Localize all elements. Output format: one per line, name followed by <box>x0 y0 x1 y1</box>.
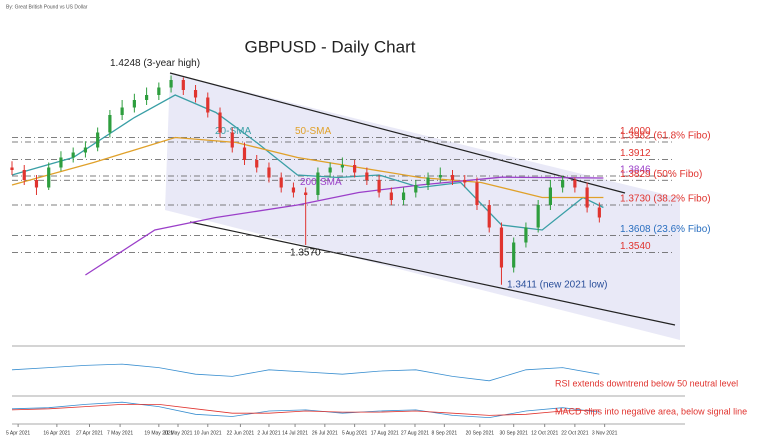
candle-body <box>487 205 491 228</box>
candle-body <box>475 182 479 205</box>
candle-body <box>365 172 369 180</box>
candle-body <box>145 95 149 100</box>
candle-body <box>83 147 88 153</box>
candle-body <box>573 180 577 188</box>
level-label: 1.4000 <box>620 126 651 137</box>
candle-body <box>157 87 161 95</box>
candle-body <box>438 175 442 178</box>
x-tick-label: 27 Apr 2021 <box>76 430 103 436</box>
candle-body <box>96 132 100 148</box>
series-line <box>85 176 604 276</box>
level-label: 1.3608 (23.6% Fibo) <box>620 224 711 235</box>
candle-body <box>548 187 552 205</box>
candle-body <box>255 160 259 168</box>
candle-body <box>463 180 467 183</box>
source: By: Great British Pound vs US Dollar <box>6 4 88 10</box>
candle-body <box>414 185 418 193</box>
series-label: 20-SMA <box>215 126 251 137</box>
candle-body <box>450 175 455 180</box>
series-label: 50-SMA <box>295 126 331 137</box>
candle-body <box>47 167 51 188</box>
candle-body <box>389 192 393 200</box>
candle-body <box>242 147 247 160</box>
channel-top <box>169 72 626 194</box>
candle-body <box>304 192 308 195</box>
candle-body <box>499 227 504 268</box>
x-tick-label: 22 Oct 2021 <box>561 430 588 436</box>
series-line <box>11 404 600 416</box>
candle-body <box>279 177 283 188</box>
candle-body <box>585 187 589 208</box>
panel-annotation: RSI extends downtrend below 50 neutral l… <box>555 378 738 388</box>
x-tick-label: 5 Aug 2021 <box>342 430 368 436</box>
candle-body <box>512 242 516 268</box>
x-tick-label: 14 Jul 2021 <box>282 430 308 436</box>
x-tick-label: 12 Oct 2021 <box>531 430 558 436</box>
x-tick-label: 7 May 2021 <box>107 430 133 436</box>
candle-body <box>524 227 528 243</box>
candle-body <box>328 167 332 173</box>
annotation: 1.4248 (3-year high) <box>110 58 200 69</box>
x-tick-label: 20 Sep 2021 <box>466 430 495 436</box>
candle-body <box>59 157 63 168</box>
candle-body <box>71 152 75 158</box>
x-tick-label: 16 Apr 2021 <box>43 430 70 436</box>
candle-body <box>108 115 112 133</box>
x-tick-label: 10 Jun 2021 <box>194 430 222 436</box>
chart-title: GBPUSD - Daily Chart <box>245 37 416 56</box>
x-tick-label: 30 Sep 2021 <box>500 430 529 436</box>
candle-body <box>316 172 320 195</box>
panel-annotation: MACD slips into negative area, below sig… <box>555 406 747 416</box>
x-tick-label: 26 Jul 2021 <box>312 430 338 436</box>
candle-body <box>181 80 185 90</box>
x-tick-label: 2 Jul 2021 <box>257 430 280 436</box>
level-label: 1.3912 <box>620 148 651 159</box>
x-tick-label: 17 Aug 2021 <box>371 430 399 436</box>
candle-body <box>267 167 271 178</box>
x-tick-label: 8 Sep 2021 <box>432 430 458 436</box>
level-label: 1.3829 (50% Fibo) <box>620 169 702 180</box>
candle-body <box>10 167 14 170</box>
level-label: 1.3982 (61.8% Fibo) <box>620 131 711 142</box>
x-tick-label: 5 Apr 2021 <box>6 430 30 436</box>
level-label: 1.3730 (38.2% Fibo) <box>620 194 711 205</box>
x-tick-label: 19 May 2021 <box>144 430 173 436</box>
candle-body <box>426 177 430 185</box>
x-tick-label: 27 Aug 2021 <box>401 430 429 436</box>
annotation: 1.3570 <box>290 248 321 259</box>
candle-body <box>536 205 540 228</box>
candle-body <box>169 80 173 88</box>
x-tick-label: 22 Jun 2021 <box>227 430 255 436</box>
candle-body <box>218 112 222 133</box>
candle-body <box>353 165 357 173</box>
candle-body <box>230 132 234 148</box>
annotation: 1.3411 (new 2021 low) <box>507 279 607 290</box>
candle-body <box>340 165 344 168</box>
candle-body <box>120 107 124 115</box>
series-label: 200-SMA <box>300 177 342 188</box>
candle-body <box>597 207 601 218</box>
series-line <box>11 136 604 199</box>
candle-body <box>132 100 136 108</box>
candle-body <box>561 180 565 188</box>
candle-body <box>34 180 39 188</box>
candle-body <box>193 90 198 98</box>
level-label: 1.3846 <box>620 165 651 176</box>
candle-body <box>291 187 296 193</box>
channel <box>165 73 680 340</box>
series-line <box>11 94 604 231</box>
level-label: 1.3540 <box>620 241 651 252</box>
candle-body <box>401 192 406 200</box>
candle-body <box>22 170 26 180</box>
channel-bottom <box>189 221 676 326</box>
series-line <box>11 363 600 382</box>
candle-body <box>206 97 210 113</box>
x-tick-label: 31 May 2021 <box>164 430 193 436</box>
x-tick-label: 3 Nov 2021 <box>592 430 618 436</box>
candle-body <box>377 180 381 193</box>
